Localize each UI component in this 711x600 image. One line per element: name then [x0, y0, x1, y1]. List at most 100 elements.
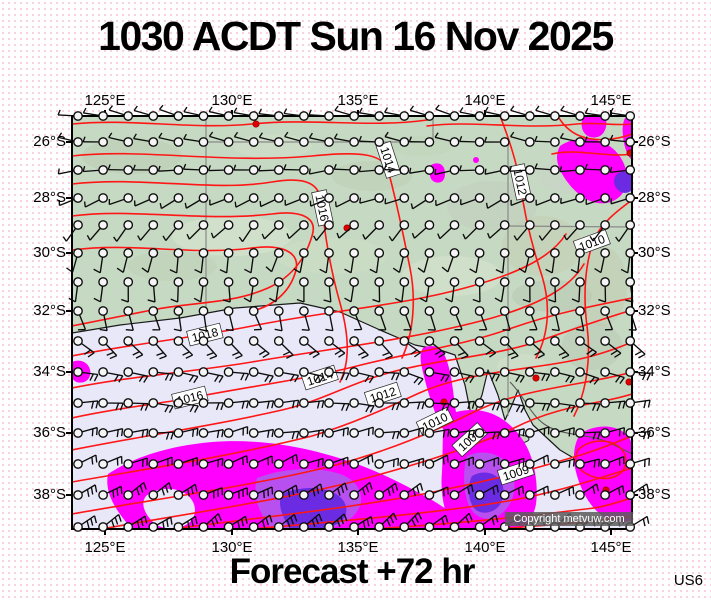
- wind-barb: [223, 455, 249, 469]
- wind-barb: [182, 163, 209, 175]
- wind-barb: [372, 277, 385, 303]
- copyright-watermark: Copyright metvuw.com: [505, 512, 633, 526]
- wind-barb: [148, 306, 161, 331]
- station-circle: [248, 277, 259, 287]
- station-circle: [173, 490, 184, 500]
- barb-feather: [596, 403, 601, 412]
- wind-barb: [286, 220, 309, 239]
- barb-feather: [589, 376, 596, 384]
- barb-feather: [261, 233, 266, 240]
- wind-barb: [120, 277, 134, 303]
- wind-barb: [620, 248, 636, 274]
- station-circle: [223, 193, 234, 203]
- barb-feather: [125, 328, 134, 332]
- station-circle: [349, 277, 359, 287]
- wind-barb: [123, 515, 148, 532]
- station-circle: [524, 367, 535, 377]
- barb-feather: [282, 351, 291, 356]
- isobar-line: [72, 246, 298, 311]
- barb-feather: [258, 350, 267, 356]
- wind-barb: [435, 193, 460, 207]
- wind-barb: [410, 193, 435, 210]
- wind-barb: [233, 164, 259, 175]
- station-circle: [399, 248, 410, 258]
- wind-barb: [219, 248, 234, 274]
- wind-barb: [82, 165, 108, 175]
- wind-barb: [248, 455, 274, 469]
- barb-feather: [465, 516, 470, 524]
- barb-feather: [136, 487, 140, 496]
- station-circle: [625, 398, 636, 408]
- wind-barb: [600, 306, 614, 331]
- station-circle: [374, 428, 385, 438]
- wind-barb: [460, 193, 485, 206]
- city-marker: [532, 374, 540, 382]
- station-circle: [198, 165, 209, 175]
- wind-barb: [600, 485, 625, 500]
- wind-barb: [462, 220, 485, 240]
- barb-feather: [194, 484, 198, 492]
- barb-feather: [336, 519, 341, 528]
- barb-feather: [618, 428, 621, 437]
- wind-barb: [499, 336, 519, 360]
- station-circle: [399, 193, 410, 203]
- wind-barb: [243, 277, 259, 303]
- station-circle: [349, 111, 359, 121]
- barb-feather: [441, 266, 449, 273]
- station-circle: [273, 165, 284, 175]
- station-circle: [600, 398, 610, 408]
- station-circle: [273, 193, 284, 203]
- station-circle: [449, 306, 460, 316]
- barb-feather: [391, 402, 396, 411]
- station-circle: [198, 367, 209, 377]
- precip-area: [581, 116, 607, 138]
- station-circle: [474, 137, 485, 147]
- station-circle: [625, 336, 636, 346]
- barb-feather: [132, 351, 140, 356]
- barb-feather: [593, 378, 600, 385]
- wind-barb: [223, 367, 250, 381]
- barb-feather: [445, 297, 453, 303]
- barb-feather: [534, 350, 542, 356]
- station-circle: [173, 111, 184, 121]
- barb-feather: [284, 131, 289, 137]
- barb-feather: [437, 233, 441, 239]
- wind-barb: [434, 132, 460, 147]
- barb-feather: [135, 354, 144, 359]
- lat-label-right: 26°S: [638, 133, 671, 150]
- barb-feather: [191, 429, 195, 437]
- station-circle: [399, 428, 410, 438]
- wind-barb: [625, 457, 651, 469]
- barb-feather: [312, 235, 317, 241]
- wind-barb: [609, 165, 636, 175]
- station-circle: [73, 248, 83, 258]
- wind-barb: [499, 398, 526, 413]
- station-circle: [273, 367, 284, 377]
- barb-feather: [271, 400, 275, 409]
- station-circle: [98, 220, 108, 230]
- station-circle: [499, 459, 510, 469]
- barb-feather: [369, 482, 373, 490]
- station-circle: [173, 248, 184, 258]
- barb-feather: [411, 232, 416, 239]
- wind-barb: [474, 456, 500, 469]
- barb-feather: [115, 402, 120, 411]
- barb-feather: [93, 268, 101, 274]
- barb-feather: [598, 298, 606, 303]
- station-circle: [374, 459, 385, 469]
- barb-feather: [459, 107, 464, 113]
- barb-feather: [107, 164, 111, 170]
- barb-feather: [619, 377, 625, 384]
- barb-feather: [259, 200, 262, 207]
- barb-feather: [157, 165, 161, 172]
- wind-barb: [559, 165, 585, 175]
- barb-feather: [219, 269, 227, 274]
- barb-feather: [120, 486, 123, 494]
- station-circle: [399, 306, 410, 316]
- station-circle: [273, 277, 284, 287]
- station-circle: [248, 111, 259, 121]
- station-circle: [474, 336, 485, 346]
- barb-feather: [319, 483, 323, 492]
- station-circle: [123, 459, 134, 469]
- barb-feather: [391, 431, 396, 440]
